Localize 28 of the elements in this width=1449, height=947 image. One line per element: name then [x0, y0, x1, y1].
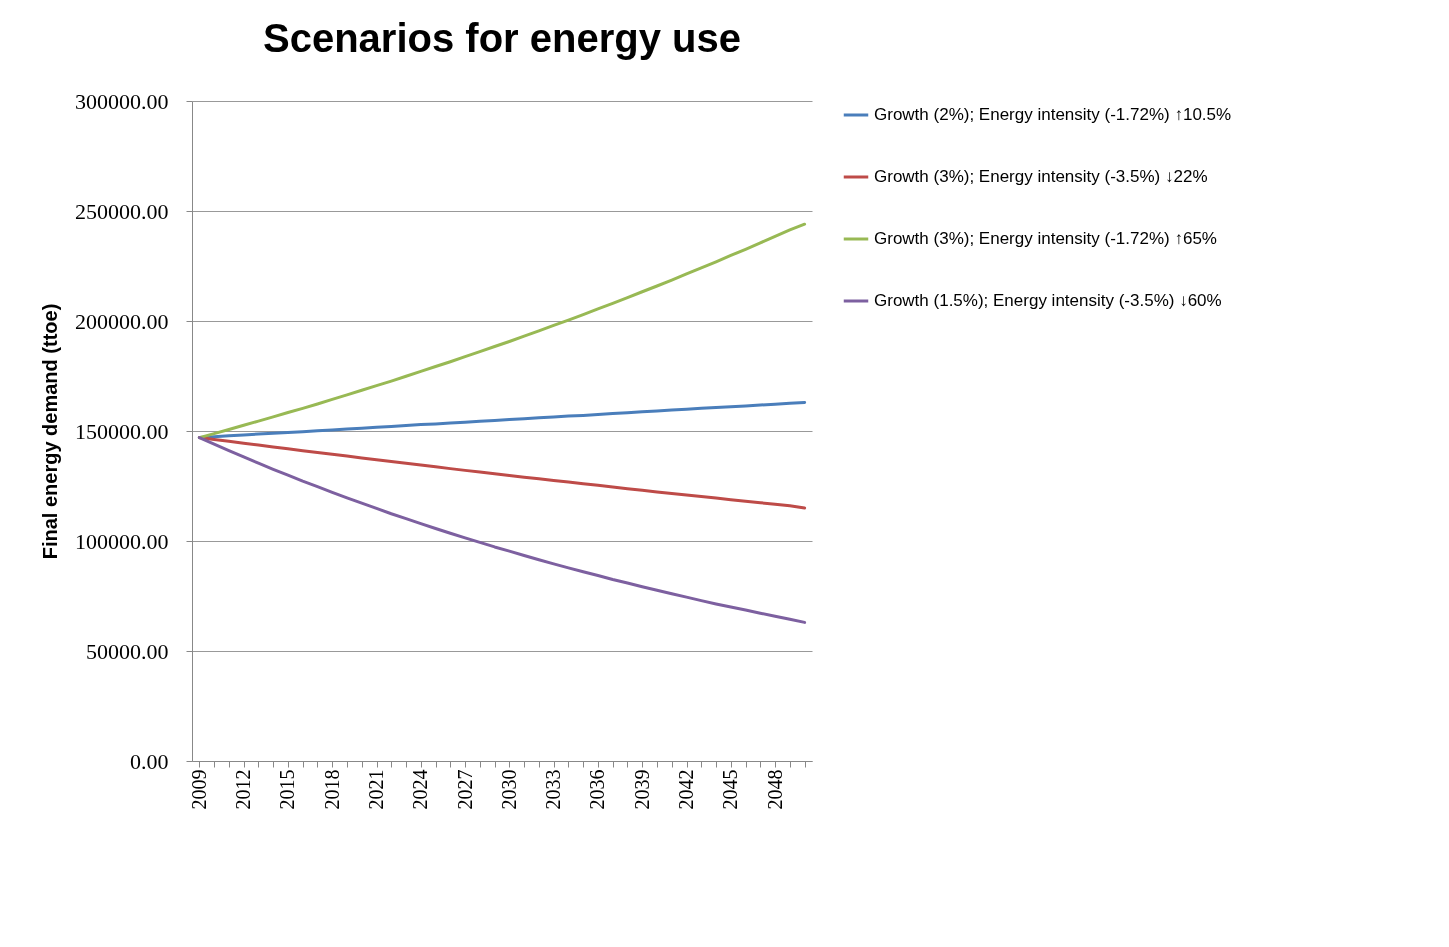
x-tick-label: 2012 — [232, 769, 255, 810]
legend-label: Growth (2%); Energy intensity (-1.72%) ↑10.5% — [874, 105, 1232, 124]
y-tick-label: 300000.00 — [75, 88, 169, 114]
y-tick-label: 100000.00 — [75, 528, 169, 554]
x-tick-label: 2027 — [453, 769, 476, 810]
x-tick-label: 2042 — [675, 769, 698, 810]
y-tick-label: 250000.00 — [75, 198, 169, 224]
x-tick-label: 2030 — [497, 769, 520, 810]
x-tick-label: 2015 — [276, 769, 299, 810]
x-tick-label: 2009 — [187, 769, 210, 810]
y-tick-label: 200000.00 — [75, 308, 169, 334]
legend-label: Growth (1.5%); Energy intensity (-3.5%) ↓60% — [874, 291, 1222, 310]
x-tick-label: 2039 — [630, 769, 653, 810]
x-tick-label: 2033 — [542, 769, 565, 810]
line-series — [197, 436, 807, 624]
legend-label: Growth (3%); Energy intensity (-1.72%) ↑65% — [874, 229, 1217, 248]
y-axis-title: Final energy demand (ttoe) — [39, 303, 61, 560]
y-tick-label: 0.00 — [130, 748, 169, 774]
y-tick-label: 150000.00 — [75, 418, 169, 444]
x-tick-label: 2024 — [409, 769, 432, 810]
x-tick-label: 2036 — [586, 769, 609, 810]
chart-title: Scenarios for energy use — [263, 16, 741, 60]
x-tick-label: 2048 — [763, 769, 786, 810]
y-tick-label: 50000.00 — [86, 638, 169, 664]
x-tick-label: 2018 — [320, 769, 343, 810]
legend-label: Growth (3%); Energy intensity (-3.5%) ↓22% — [874, 167, 1208, 186]
x-tick-label: 2021 — [365, 769, 388, 810]
x-tick-label: 2045 — [719, 769, 742, 810]
